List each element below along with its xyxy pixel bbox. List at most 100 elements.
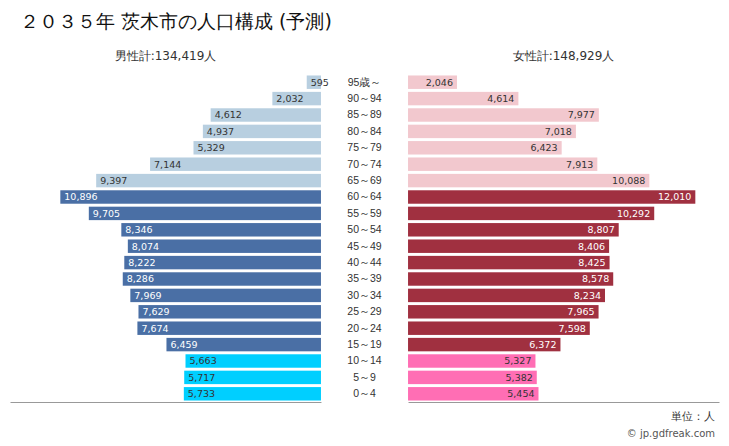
tick-label: 0～4 [353,387,376,399]
data-label: 6,423 [530,142,557,153]
bar [408,387,538,400]
tick: 0～4 [353,387,376,399]
data-label: 8,346 [125,224,152,235]
tick-label: 80～84 [347,125,382,137]
tick-label: 35～39 [347,272,382,284]
tick-label: 75～79 [347,141,382,153]
bar [193,141,320,154]
tick: 10～14 [347,354,382,366]
series-name: 男性計:134,419人 [115,49,217,63]
data-label: 8,406 [578,241,605,252]
x-axis [409,402,720,403]
tick-label: 10～14 [347,354,382,366]
tick-label: 90～94 [347,92,382,104]
bar [408,338,560,351]
tick: 50～54 [347,223,382,235]
bar [128,239,321,252]
data-label: 10,088 [612,175,645,186]
data-label: 7,018 [545,126,572,137]
tick: 20～24 [347,322,382,334]
bar [408,223,619,236]
data-label: 5,454 [507,388,534,399]
bar [150,157,321,170]
data-label: 5,663 [190,355,217,366]
bar [408,75,457,88]
tick: 75～79 [347,141,382,153]
tick: 85～89 [347,108,382,120]
bar [130,289,321,302]
tick-label: 30～34 [347,289,382,301]
data-label: 8,222 [128,257,155,268]
tick-label: 55～59 [347,207,382,219]
bar [408,371,537,384]
title: ２０３５年 茨木市の人口構成 (予測) [20,10,332,32]
tick: 15～19 [347,338,382,350]
data-label: 5,733 [188,388,215,399]
tick: 65～69 [347,174,382,186]
bar [408,108,599,121]
tick-label: 50～54 [347,223,382,235]
bar [138,305,320,318]
data-label: 4,612 [215,109,242,120]
data-labels: 2,046 4,614 7,977 7,018 6,423 7,913 10,088 12,0… [426,77,692,400]
chart: ２０３５年 茨木市の人口構成 (予測)男性計:134,419人5952,0324… [0,0,729,446]
bar [408,157,597,170]
bar [408,190,695,203]
data-label: 8,425 [578,257,605,268]
bar [166,338,321,351]
data-label: 7,629 [142,306,169,317]
data-label: 5,327 [504,355,531,366]
data-label: 7,674 [141,323,168,334]
annotation: © jp.gdfreak.com [627,428,715,439]
bar [408,174,649,187]
tick-label: 95歳～ [348,76,382,88]
tick-label: 85～89 [347,108,382,120]
bar [408,321,590,334]
data-label: 10,292 [617,208,650,219]
bars [408,75,695,400]
tick-label: 40～44 [347,256,382,268]
data-label: 12,010 [658,191,691,202]
tick: 5～9 [353,371,376,383]
data-label: 7,977 [568,109,595,120]
data-label: 8,074 [132,241,159,252]
data-label: 9,705 [93,208,120,219]
tick: 40～44 [347,256,382,268]
bar [123,272,321,285]
data-labels: 5952,0324,6124,9375,3297,1449,39710,8969… [64,77,329,400]
bar [408,289,605,302]
x-axis [11,402,322,403]
tick: 60～64 [347,190,382,202]
bar [96,174,321,187]
data-label: 9,397 [100,175,127,186]
axis-line [409,402,720,403]
tick: 90～94 [347,92,382,104]
data-label: 7,144 [154,159,181,170]
bars [60,75,321,400]
data-label: 7,913 [566,159,593,170]
tick: 80～84 [347,125,382,137]
data-label: 6,459 [170,339,197,350]
tick: 25～29 [347,305,382,317]
bar [184,371,321,384]
data-label: 4,614 [487,93,514,104]
bar [408,207,654,220]
tick-label: 5～9 [353,371,376,383]
bar [186,354,321,367]
tick-label: 45～49 [347,240,382,252]
data-label: 8,578 [582,273,609,284]
bar [211,108,321,121]
data-label: 7,598 [559,323,586,334]
y-axis: 95歳～ 90～94 85～89 80～84 75～79 70～74 65～69 60～64 5… [347,76,382,400]
bar [408,256,610,269]
bar [203,125,321,138]
bar [184,387,321,400]
tick: 45～49 [347,240,382,252]
bar [408,125,576,138]
data-label: 2,046 [426,77,453,88]
data-label: 5,717 [188,372,215,383]
tick-label: 70～74 [347,158,382,170]
data-label: 595 [311,77,329,88]
bar [272,92,321,105]
bar [408,354,535,367]
